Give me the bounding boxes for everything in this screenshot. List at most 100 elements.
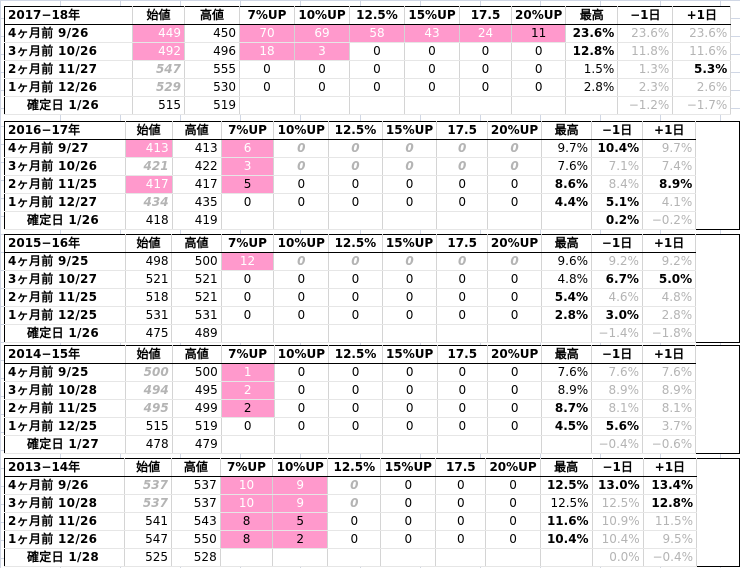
count-10up-cell[interactable]: 0 (274, 417, 330, 436)
count-20up-cell[interactable]: 0 (487, 157, 543, 176)
plus1-pct-cell[interactable]: 8.1% (642, 399, 697, 418)
count-20up-cell[interactable]: 0 (511, 78, 567, 97)
count-17up-cell[interactable]: 0 (435, 530, 487, 549)
col-header-17up[interactable]: 17.5 (435, 458, 487, 477)
max-pct-cell[interactable] (565, 96, 619, 115)
count-7up-cell[interactable] (239, 96, 295, 115)
count-12up-cell[interactable]: 0 (328, 193, 383, 212)
count-15up-cell[interactable]: 0 (382, 417, 438, 436)
minus1-pct-cell[interactable]: 10.4% (590, 139, 644, 158)
col-header-10up[interactable]: 10%UP (274, 345, 330, 364)
minus1-pct-cell[interactable]: −1.2% (617, 96, 674, 115)
count-7up-cell[interactable]: 18 (239, 42, 295, 61)
col-header-12up[interactable]: 12.5% (349, 6, 405, 25)
col-header-high[interactable]: 高値 (171, 458, 221, 477)
start-price-cell[interactable]: 537 (124, 494, 172, 513)
count-17up-cell[interactable]: 0 (436, 288, 488, 307)
count-12up-cell[interactable]: 0 (349, 42, 405, 61)
count-12up-cell[interactable]: 0 (328, 157, 383, 176)
count-12up-cell[interactable] (328, 211, 383, 230)
count-15up-cell[interactable] (382, 324, 438, 343)
col-header-plus1[interactable]: +1日 (672, 6, 732, 25)
max-pct-cell[interactable]: 12.5% (539, 476, 593, 495)
start-price-cell[interactable]: 421 (125, 157, 173, 176)
plus1-pct-cell[interactable]: 9.7% (642, 139, 697, 158)
count-10up-cell[interactable]: 0 (273, 288, 330, 307)
col-header-start[interactable]: 始値 (124, 458, 172, 477)
count-15up-cell[interactable]: 0 (382, 288, 438, 307)
minus1-pct-cell[interactable]: 11.8% (617, 42, 674, 61)
high-price-cell[interactable]: 519 (184, 96, 240, 115)
period-label[interactable]: 2013−14年 (4, 458, 126, 477)
count-12up-cell[interactable]: 0 (328, 381, 383, 400)
period-label[interactable]: 2016−17年 (4, 121, 126, 140)
count-17up-cell[interactable]: 0 (437, 381, 489, 400)
count-10up-cell[interactable]: 0 (274, 399, 330, 418)
max-pct-cell[interactable]: 2.8% (565, 78, 619, 97)
col-header-plus1[interactable]: +1日 (643, 458, 698, 477)
count-17up-cell[interactable]: 0 (436, 157, 488, 176)
start-price-cell[interactable]: 478 (125, 435, 173, 454)
count-20up-cell[interactable]: 0 (487, 193, 543, 212)
col-header-15up[interactable]: 15%UP (380, 458, 437, 477)
col-header-max[interactable]: 最高 (539, 458, 593, 477)
start-price-cell[interactable]: 495 (125, 399, 173, 418)
count-12up-cell[interactable]: 58 (349, 24, 405, 43)
high-price-cell[interactable]: 479 (172, 435, 222, 454)
plus1-pct-cell[interactable]: 7.4% (642, 157, 697, 176)
high-price-cell[interactable]: 543 (171, 512, 221, 531)
col-header-high[interactable]: 高値 (172, 345, 222, 364)
plus1-pct-cell[interactable]: 7.6% (642, 363, 697, 382)
plus1-pct-cell[interactable]: −0.4% (643, 548, 698, 567)
start-price-cell[interactable]: 537 (124, 476, 172, 495)
count-7up-cell[interactable] (220, 548, 274, 567)
count-7up-cell[interactable] (221, 435, 275, 454)
plus1-pct-cell[interactable]: −0.6% (642, 435, 697, 454)
count-12up-cell[interactable]: 0 (328, 139, 383, 158)
minus1-pct-cell[interactable]: 0.2% (590, 211, 644, 230)
count-17up-cell[interactable] (435, 548, 487, 567)
count-12up-cell[interactable] (349, 96, 405, 115)
col-header-17up[interactable]: 17.5 (436, 234, 488, 253)
row-label[interactable]: 3ヶ月前 10/26 (4, 157, 126, 176)
count-7up-cell[interactable]: 10 (220, 476, 274, 495)
count-17up-cell[interactable]: 0 (435, 494, 487, 513)
col-header-15up[interactable]: 15%UP (382, 121, 438, 140)
count-7up-cell[interactable]: 10 (220, 494, 274, 513)
plus1-pct-cell[interactable]: −1.7% (672, 96, 732, 115)
plus1-pct-cell[interactable]: 13.4% (643, 476, 698, 495)
count-20up-cell[interactable] (487, 435, 543, 454)
start-price-cell[interactable]: 541 (124, 512, 172, 531)
max-pct-cell[interactable] (539, 548, 593, 567)
count-20up-cell[interactable]: 0 (487, 417, 543, 436)
count-15up-cell[interactable] (380, 548, 437, 567)
col-header-15up[interactable]: 15%UP (404, 6, 460, 25)
row-label[interactable]: 2ヶ月前 11/25 (4, 399, 126, 418)
count-10up-cell[interactable]: 9 (272, 476, 329, 495)
col-header-10up[interactable]: 10%UP (273, 234, 330, 253)
count-20up-cell[interactable] (487, 211, 543, 230)
max-pct-cell[interactable]: 9.6% (541, 252, 593, 271)
count-10up-cell[interactable]: 0 (294, 60, 350, 79)
count-10up-cell[interactable]: 0 (273, 139, 330, 158)
period-label[interactable]: 2014−15年 (4, 345, 126, 364)
minus1-pct-cell[interactable]: 7.6% (591, 363, 644, 382)
count-10up-cell[interactable]: 0 (273, 175, 330, 194)
row-label[interactable]: 2ヶ月前 11/25 (4, 288, 126, 307)
count-20up-cell[interactable]: 0 (511, 42, 567, 61)
count-17up-cell[interactable]: 0 (436, 139, 488, 158)
high-price-cell[interactable]: 537 (171, 476, 221, 495)
minus1-pct-cell[interactable]: 3.0% (591, 306, 643, 325)
col-header-7up[interactable]: 7%UP (221, 234, 275, 253)
count-12up-cell[interactable]: 0 (328, 252, 383, 271)
col-header-7up[interactable]: 7%UP (221, 121, 275, 140)
plus1-pct-cell[interactable]: 4.1% (642, 193, 697, 212)
plus1-pct-cell[interactable]: 2.8% (642, 306, 697, 325)
row-label[interactable]: 4ヶ月前 9/25 (4, 252, 126, 271)
col-header-minus1[interactable]: −1日 (591, 345, 644, 364)
count-10up-cell[interactable]: 0 (273, 270, 330, 289)
start-price-cell[interactable]: 529 (132, 78, 185, 97)
row-label[interactable]: 確定日 1/28 (4, 548, 126, 567)
count-7up-cell[interactable] (221, 211, 275, 230)
